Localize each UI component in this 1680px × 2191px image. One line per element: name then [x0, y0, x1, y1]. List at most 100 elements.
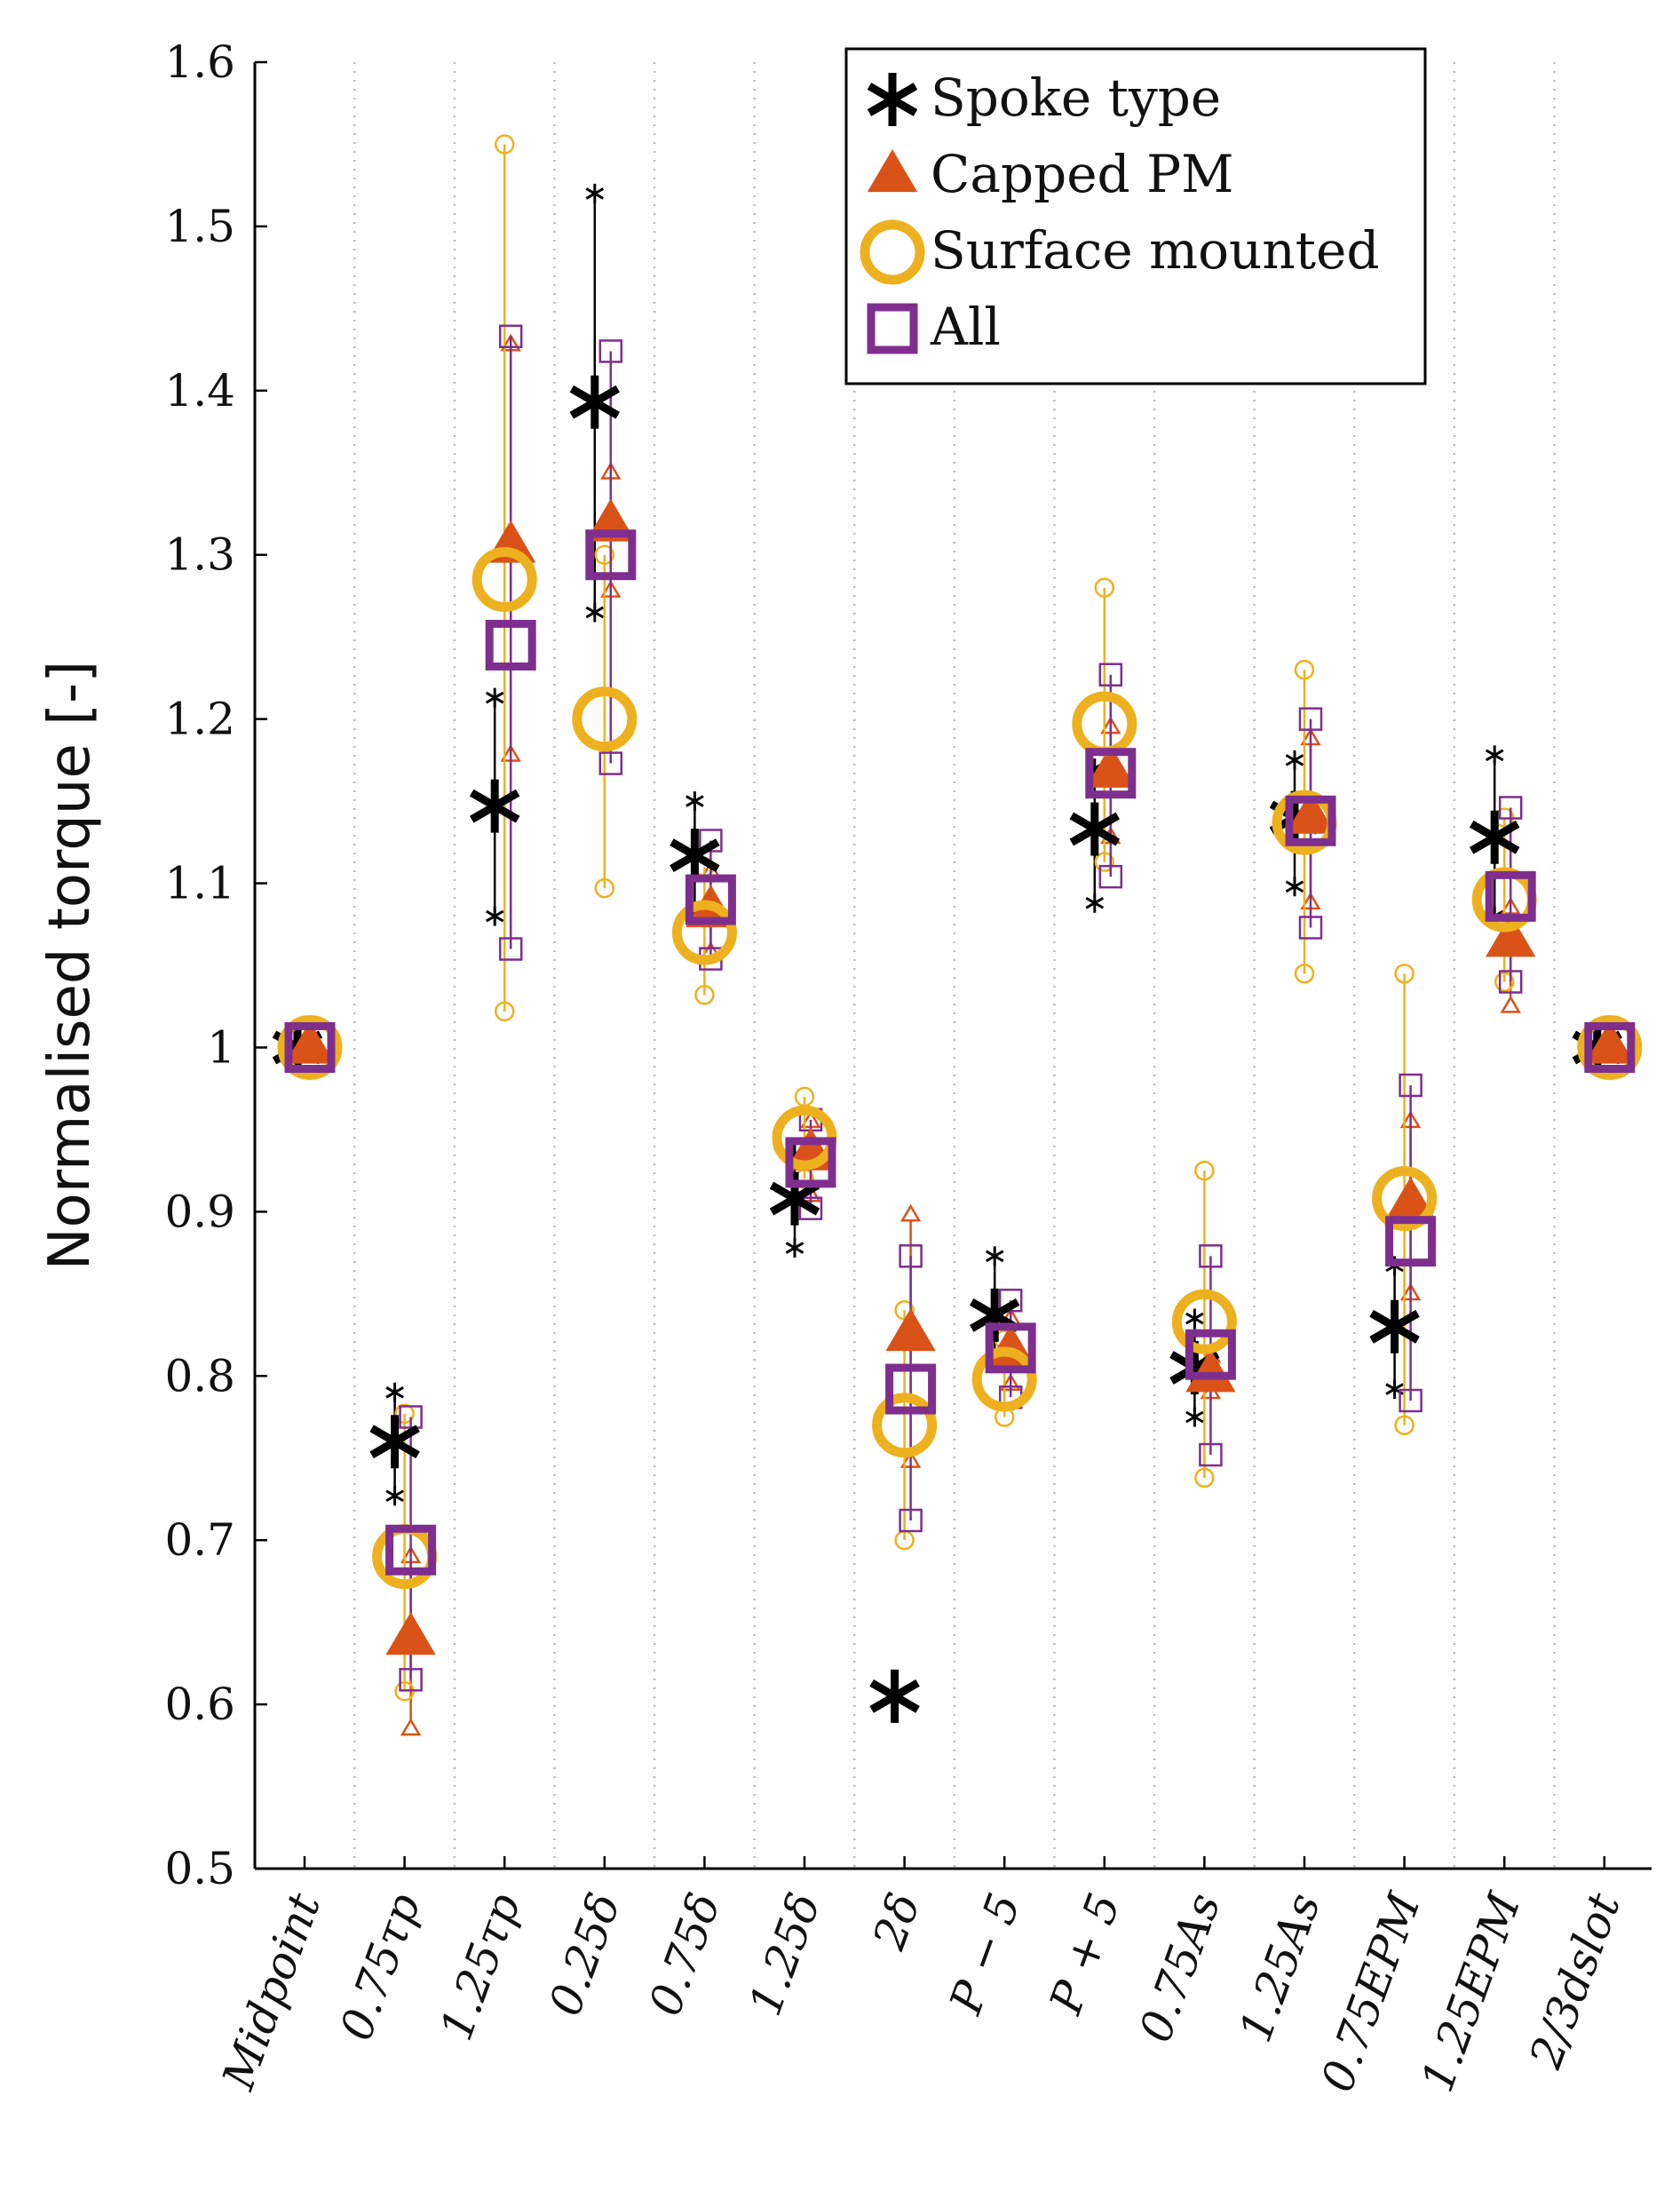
min-point [899, 1508, 923, 1533]
mean-point [1285, 795, 1336, 846]
x-tick-label: 2δ [863, 1886, 931, 1957]
y-tick-label: 0.5 [164, 1843, 235, 1894]
x-tick-label: 0.75δ [639, 1886, 731, 2022]
x-tick-label: 1.25τp [430, 1886, 530, 2047]
legend-item-capped: Capped PM [867, 144, 1234, 204]
max-point [594, 544, 615, 565]
mean-point [785, 1137, 836, 1188]
legend-item-surface: Surface mounted [860, 219, 1380, 285]
y-tick-label: 1.4 [164, 365, 235, 417]
mean-point [1584, 1021, 1636, 1073]
max-point [485, 687, 504, 708]
min-point [1094, 852, 1115, 872]
min-point [1298, 916, 1323, 940]
y-tick-label: 1.2 [164, 694, 235, 745]
mean-point [585, 529, 637, 581]
min-point [798, 1196, 823, 1220]
legend-circle-icon [860, 219, 925, 285]
x-ticks: Midpoint 0.75τp 1.25τp 0.25δ 0.75δ 1.25δ 2δ P −… [212, 1856, 1630, 2099]
max-point [1285, 750, 1304, 770]
mean-point [1469, 810, 1520, 864]
min-point [385, 1486, 404, 1506]
max-point [985, 1246, 1004, 1266]
min-point [494, 1001, 515, 1022]
max-point [998, 1288, 1023, 1313]
mean-point [284, 1020, 336, 1064]
x-tick-label: 0.75EPM [1312, 1885, 1431, 2099]
y-tick-label: 0.6 [164, 1679, 235, 1730]
series-2-mean [277, 546, 1643, 1590]
min-point [598, 751, 623, 775]
x-tick-label: 0.75As [1129, 1886, 1231, 2049]
mean-point [1185, 1329, 1236, 1380]
y-tick-label: 0.8 [164, 1350, 235, 1401]
min-point [785, 1238, 804, 1258]
mean-point [1485, 870, 1536, 922]
max-point [385, 1382, 404, 1402]
x-tick-label: 0.25δ [539, 1886, 630, 2022]
mean-point [670, 829, 720, 883]
min-point [1085, 893, 1105, 913]
legend-label-capped: Capped PM [931, 144, 1234, 204]
max-point [494, 134, 515, 155]
min-point [1294, 963, 1315, 984]
legend-item-all: All [867, 297, 1001, 357]
legend-label-surface: Surface mounted [931, 220, 1380, 281]
mean-point [284, 1021, 336, 1073]
min-point [1394, 1415, 1415, 1435]
max-point [498, 324, 523, 349]
mean-point [469, 779, 520, 833]
mean-point [1185, 1349, 1236, 1393]
mean-point [485, 619, 536, 671]
mean-point [1577, 1014, 1643, 1080]
max-point [1498, 796, 1523, 820]
min-point [400, 1718, 422, 1736]
mean-point [1369, 1299, 1420, 1353]
series-3-mean [284, 529, 1636, 1576]
y-ticks: 0.5 0.6 0.7 0.8 0.9 1 1.1 1.2 1.3 1.4 1.5 1.6 [164, 36, 267, 1894]
min-point [1494, 972, 1515, 992]
x-tick-label: 0.75τp [330, 1886, 431, 2047]
min-point [1194, 1467, 1215, 1488]
mean-point [472, 546, 537, 612]
x-tick-label: 2/3dslot [1519, 1885, 1630, 2076]
x-tick-label: P + 5 [1040, 1886, 1130, 2021]
mean-point [885, 1363, 937, 1415]
mean-point [1069, 802, 1121, 856]
y-tick-label: 1.1 [164, 858, 235, 909]
y-tick-label: 0.9 [164, 1186, 235, 1237]
min-point [1098, 864, 1123, 889]
mean-point [569, 375, 621, 429]
x-tick-label: Midpoint [212, 1885, 331, 2096]
max-point [1294, 659, 1315, 680]
max-point [1194, 1160, 1215, 1181]
y-tick-label: 1.6 [164, 36, 235, 88]
max-point [1094, 577, 1115, 598]
min-point [1498, 970, 1523, 994]
min-point [1199, 1442, 1223, 1467]
mean-point [1285, 790, 1336, 834]
min-point [1500, 995, 1521, 1013]
y-tick-label: 1.5 [164, 201, 235, 252]
max-point [699, 829, 723, 853]
x-tick-label: 1.25δ [739, 1886, 830, 2022]
max-point [598, 339, 623, 363]
max-point [899, 1203, 922, 1222]
mean-point [1385, 1216, 1437, 1267]
min-point [694, 985, 715, 1005]
axes [253, 62, 1652, 1870]
mean-point [572, 687, 638, 752]
max-point [1185, 1308, 1204, 1329]
mean-point [971, 1346, 1037, 1412]
max-point [1298, 707, 1323, 731]
min-point [485, 906, 504, 926]
mean-point [385, 1612, 436, 1655]
max-point [1399, 1073, 1422, 1098]
min-point [585, 602, 605, 623]
min-point [1399, 1388, 1422, 1413]
max-point [585, 183, 605, 203]
mean-point [369, 1415, 420, 1469]
min-point [498, 937, 523, 961]
mean-point [1486, 914, 1536, 957]
